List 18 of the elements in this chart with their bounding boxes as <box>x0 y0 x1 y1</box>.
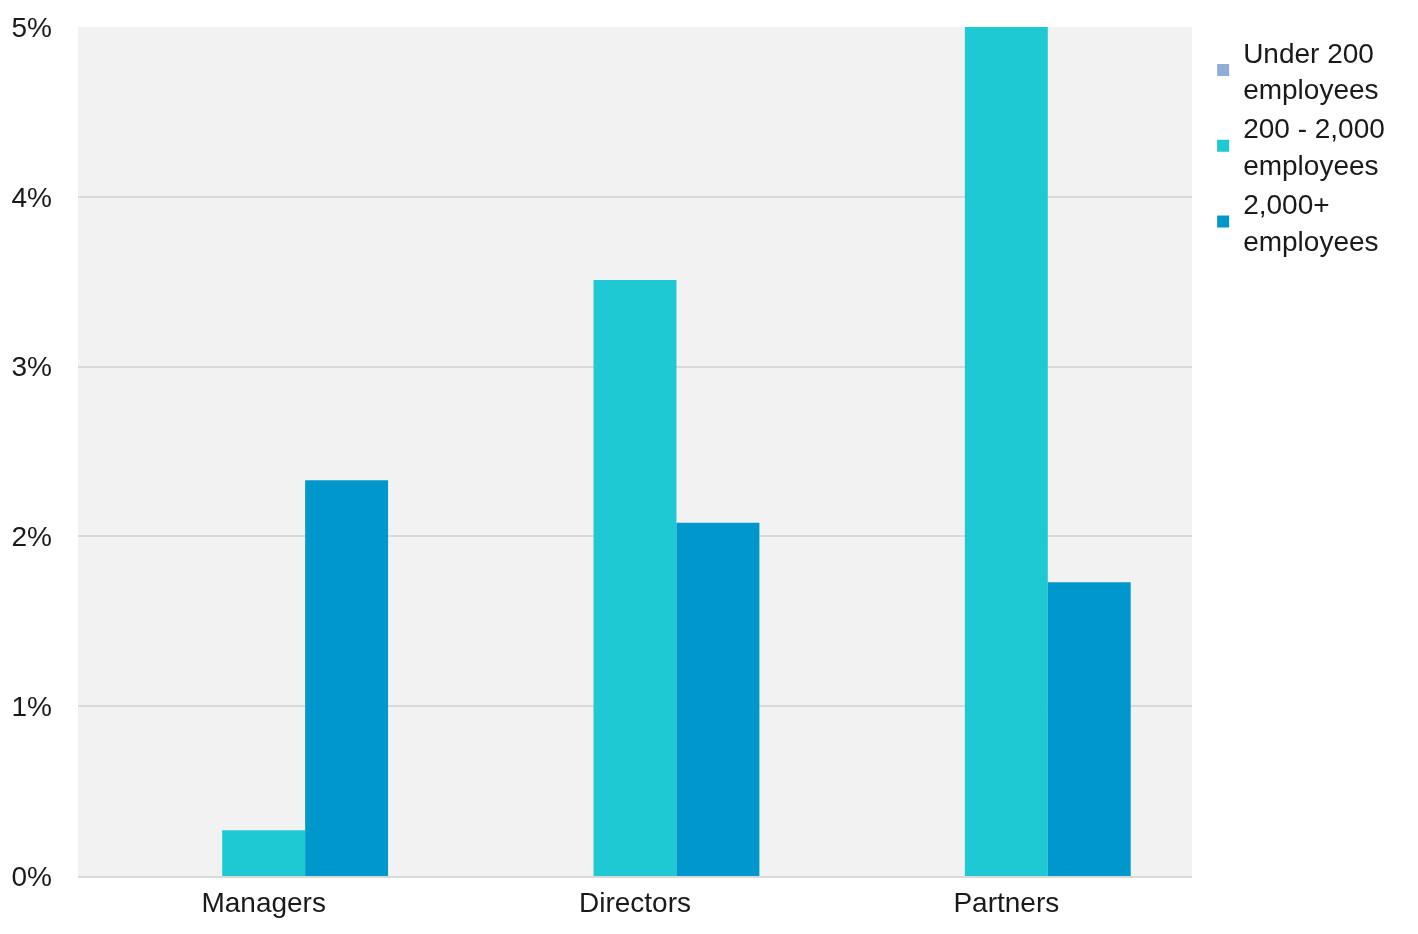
y-tick-label: 0% <box>11 860 52 892</box>
x-tick-label: Partners <box>953 886 1060 918</box>
bar <box>305 480 389 876</box>
y-tick-label: 2% <box>11 521 52 553</box>
legend-label: 200 - 2,000 employees <box>1243 113 1385 181</box>
bar <box>222 830 306 876</box>
bar <box>676 522 760 876</box>
bar <box>593 280 677 876</box>
x-tick-label: Directors <box>578 886 692 918</box>
bar <box>964 27 1048 876</box>
y-tick-label: 1% <box>11 691 52 722</box>
y-tick-label: 3% <box>11 351 52 383</box>
bar <box>1047 582 1131 876</box>
x-tick-label: Managers <box>201 886 326 918</box>
legend-label: 2,000+ employees <box>1243 189 1379 257</box>
y-tick-label: 4% <box>11 181 52 213</box>
legend-label: Under 200 employees <box>1243 37 1379 106</box>
y-tick-label: 5% <box>11 11 52 43</box>
